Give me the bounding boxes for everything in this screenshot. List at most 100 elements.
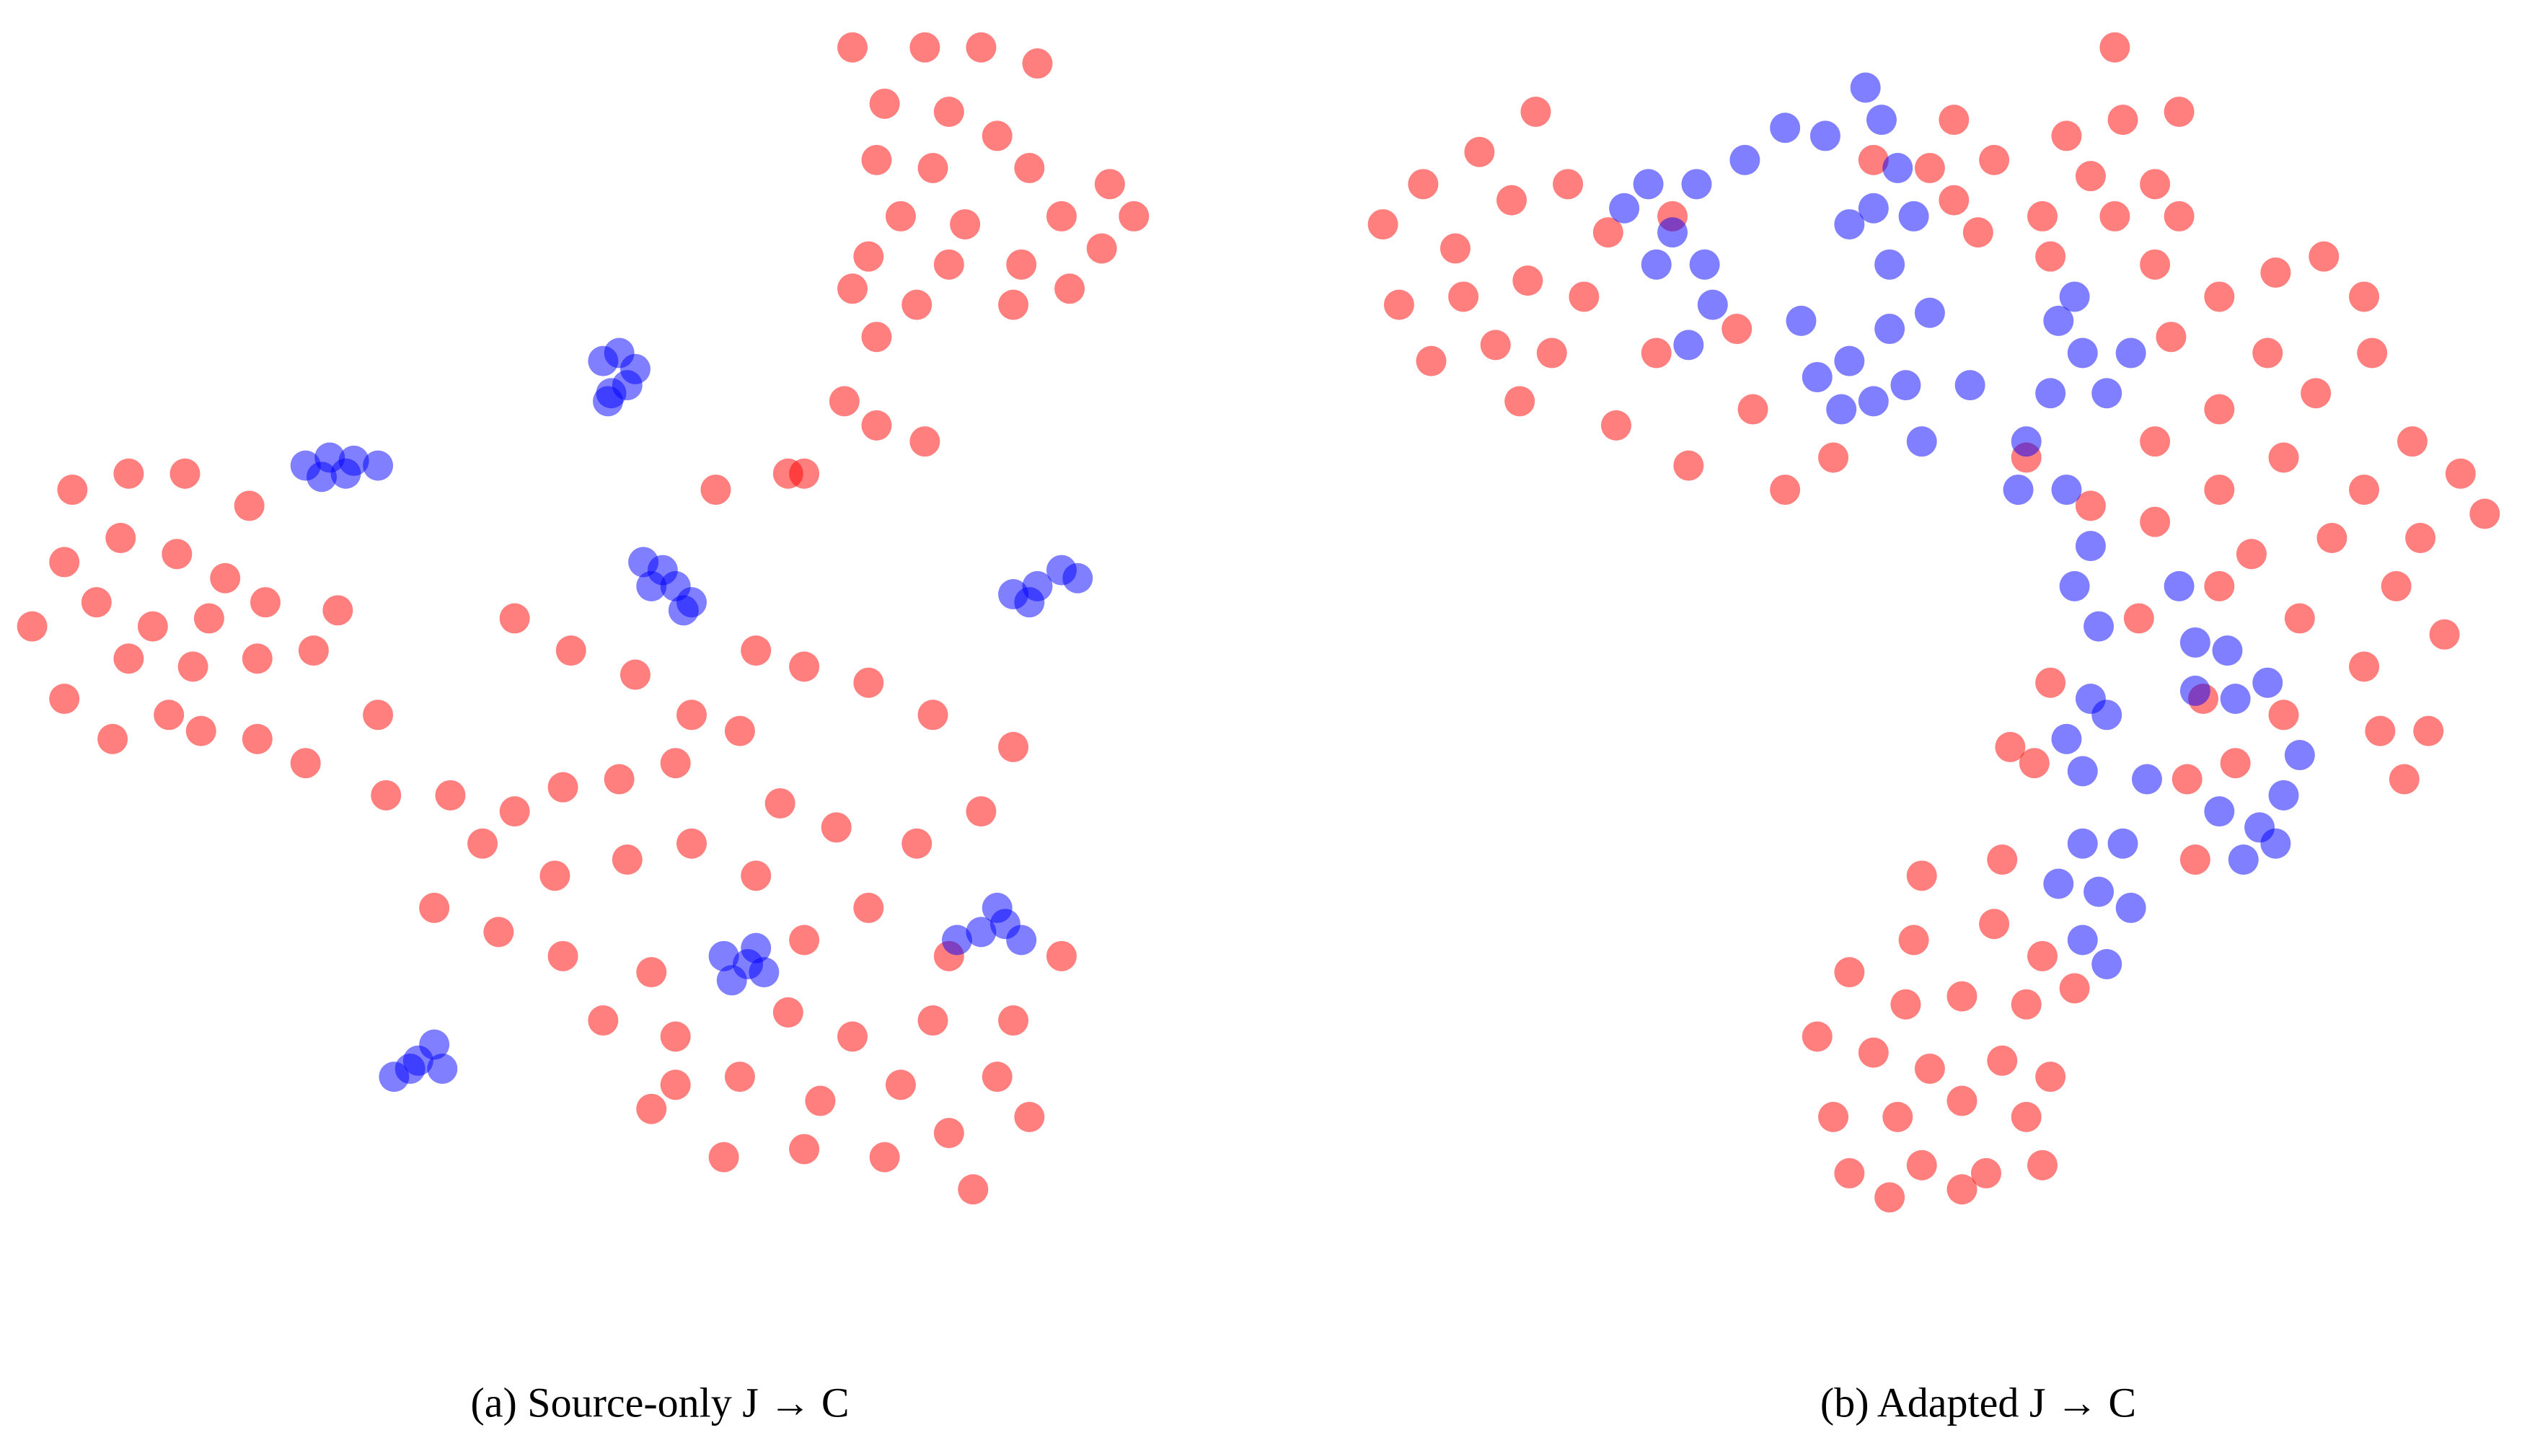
point (1802, 361, 1833, 392)
point (917, 700, 948, 731)
point (917, 153, 948, 184)
point (2059, 281, 2090, 312)
point (1641, 249, 1672, 280)
point (210, 562, 241, 594)
point (708, 940, 739, 971)
point (555, 635, 586, 666)
point (1939, 185, 1970, 216)
point (1858, 1037, 1889, 1068)
point (2179, 844, 2210, 875)
point (419, 1029, 450, 1060)
point (966, 796, 997, 827)
point (917, 1005, 948, 1036)
point (177, 651, 208, 682)
point (57, 475, 88, 506)
point (676, 700, 707, 731)
point (668, 595, 699, 626)
point (604, 764, 635, 795)
point (467, 828, 498, 859)
point (1504, 386, 1535, 417)
point (749, 957, 780, 988)
point (2084, 611, 2115, 642)
point (837, 32, 868, 63)
point (1850, 72, 1881, 103)
point (933, 249, 964, 280)
point (2035, 1062, 2066, 1093)
point (2099, 32, 2130, 63)
point (2397, 426, 2428, 457)
point (2164, 200, 2195, 231)
point (636, 957, 667, 988)
point (17, 611, 48, 642)
point (1609, 193, 1640, 224)
point (2131, 764, 2162, 795)
point (789, 1134, 820, 1165)
point (1906, 1150, 1937, 1181)
point (1770, 475, 1801, 506)
point (1094, 169, 1125, 200)
point (772, 458, 803, 489)
point (805, 1085, 836, 1116)
point (1786, 305, 1817, 336)
point (1697, 289, 1728, 320)
point (772, 997, 803, 1028)
point (1914, 153, 1945, 184)
point (869, 88, 900, 119)
point (1600, 410, 1631, 441)
point (1858, 193, 1889, 224)
point (2051, 120, 2082, 151)
point (1770, 112, 1801, 144)
point (1882, 1101, 1913, 1132)
point (1014, 1101, 1045, 1132)
point (2413, 715, 2444, 746)
point (1946, 981, 1978, 1012)
point (2091, 948, 2122, 979)
point (901, 289, 932, 320)
point (242, 643, 273, 674)
point (2236, 539, 2267, 570)
point (234, 490, 265, 521)
point (2445, 458, 2476, 489)
point (1970, 1157, 2001, 1188)
point (1367, 209, 1398, 240)
point (941, 925, 972, 956)
point (636, 570, 667, 601)
point (2284, 740, 2315, 771)
point (154, 700, 185, 731)
point (2212, 635, 2243, 666)
point (1737, 394, 1768, 425)
point (901, 828, 932, 859)
point (853, 667, 884, 698)
point (1014, 153, 1045, 184)
point (1954, 370, 1985, 401)
point (1383, 289, 1414, 320)
point (2075, 161, 2106, 192)
point (1898, 200, 1929, 231)
point (2204, 394, 2235, 425)
point (290, 748, 321, 779)
point (2091, 378, 2122, 409)
point (1946, 1085, 1978, 1116)
point (700, 475, 731, 506)
point (1802, 1021, 1833, 1052)
point (1689, 249, 1720, 280)
point (1962, 217, 1993, 248)
point (724, 715, 755, 746)
point (789, 925, 820, 956)
point (2252, 337, 2283, 369)
point (137, 611, 168, 642)
point (1569, 281, 1600, 312)
point (49, 547, 80, 578)
point (2357, 337, 2388, 369)
point (998, 731, 1029, 762)
point (2091, 700, 2122, 731)
point (885, 200, 916, 231)
point (2115, 337, 2146, 369)
point (1882, 153, 1913, 184)
point (2252, 667, 2283, 698)
point (2469, 498, 2500, 529)
point (2140, 426, 2171, 457)
point (242, 723, 273, 754)
point (2067, 925, 2098, 956)
point (1834, 1157, 1865, 1188)
